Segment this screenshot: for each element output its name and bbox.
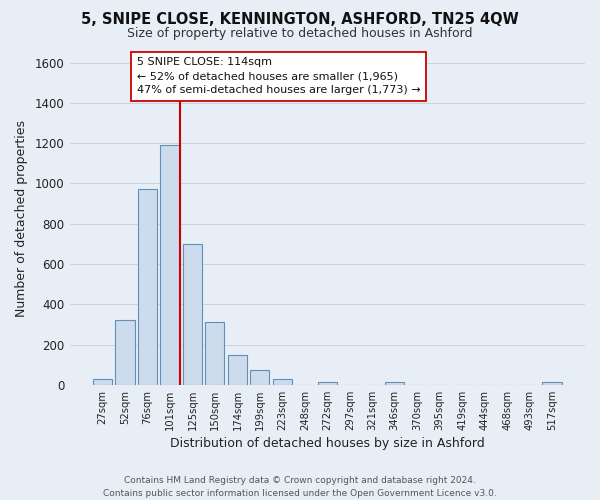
Bar bbox=[93, 379, 112, 385]
X-axis label: Distribution of detached houses by size in Ashford: Distribution of detached houses by size … bbox=[170, 437, 485, 450]
Bar bbox=[115, 320, 134, 385]
Bar bbox=[228, 354, 247, 385]
Bar bbox=[318, 382, 337, 385]
Bar bbox=[160, 145, 179, 385]
Bar bbox=[542, 382, 562, 385]
Text: 5 SNIPE CLOSE: 114sqm
← 52% of detached houses are smaller (1,965)
47% of semi-d: 5 SNIPE CLOSE: 114sqm ← 52% of detached … bbox=[137, 58, 420, 96]
Bar bbox=[273, 379, 292, 385]
Bar bbox=[385, 382, 404, 385]
Y-axis label: Number of detached properties: Number of detached properties bbox=[15, 120, 28, 317]
Text: Size of property relative to detached houses in Ashford: Size of property relative to detached ho… bbox=[127, 28, 473, 40]
Bar bbox=[205, 322, 224, 385]
Text: Contains HM Land Registry data © Crown copyright and database right 2024.
Contai: Contains HM Land Registry data © Crown c… bbox=[103, 476, 497, 498]
Bar bbox=[183, 244, 202, 385]
Bar bbox=[250, 370, 269, 385]
Bar bbox=[138, 190, 157, 385]
Text: 5, SNIPE CLOSE, KENNINGTON, ASHFORD, TN25 4QW: 5, SNIPE CLOSE, KENNINGTON, ASHFORD, TN2… bbox=[81, 12, 519, 28]
